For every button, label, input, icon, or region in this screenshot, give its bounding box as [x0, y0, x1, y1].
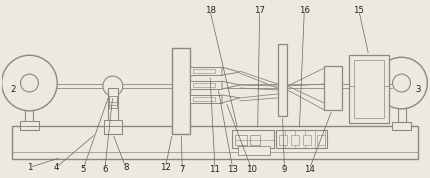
Bar: [19, 122, 39, 130]
Bar: [291, 135, 299, 145]
Circle shape: [21, 74, 38, 92]
Bar: [12, 126, 418, 159]
Circle shape: [103, 76, 123, 96]
Bar: [190, 95, 221, 103]
Text: 2: 2: [11, 85, 16, 95]
Polygon shape: [221, 67, 239, 75]
Bar: [237, 146, 269, 155]
Bar: [190, 81, 221, 89]
Text: 15: 15: [353, 6, 363, 15]
Bar: [249, 135, 259, 145]
Text: 16: 16: [298, 6, 309, 15]
Bar: [279, 135, 287, 145]
Bar: [25, 71, 34, 126]
Text: 10: 10: [246, 165, 257, 174]
Text: 7: 7: [179, 165, 184, 174]
Circle shape: [2, 55, 57, 111]
Text: 6: 6: [102, 165, 108, 174]
Circle shape: [392, 74, 409, 92]
Bar: [277, 44, 287, 116]
Circle shape: [375, 57, 426, 109]
Bar: [193, 83, 215, 87]
Bar: [109, 96, 117, 108]
Bar: [104, 120, 121, 126]
Text: 1: 1: [27, 163, 32, 172]
Bar: [190, 67, 221, 75]
Bar: [108, 88, 117, 126]
Text: 13: 13: [227, 165, 238, 174]
Bar: [323, 66, 341, 110]
Text: 4: 4: [53, 163, 59, 172]
Text: 8: 8: [123, 163, 128, 172]
Text: 3: 3: [415, 85, 420, 95]
Bar: [316, 135, 324, 145]
Bar: [391, 122, 411, 130]
Text: 17: 17: [254, 6, 264, 15]
Bar: [275, 130, 326, 148]
Bar: [353, 60, 383, 118]
Bar: [231, 130, 273, 148]
Bar: [348, 55, 388, 123]
Bar: [19, 121, 39, 126]
Bar: [104, 124, 121, 134]
Polygon shape: [221, 95, 239, 103]
Bar: [193, 69, 215, 73]
Polygon shape: [221, 81, 239, 89]
Text: 11: 11: [209, 165, 220, 174]
Bar: [193, 97, 215, 101]
Bar: [172, 48, 190, 134]
Text: 9: 9: [281, 165, 286, 174]
Text: 5: 5: [80, 165, 86, 174]
Bar: [234, 135, 246, 145]
Text: 12: 12: [160, 163, 171, 172]
Bar: [303, 135, 310, 145]
Bar: [396, 71, 405, 126]
Text: 14: 14: [303, 165, 314, 174]
Text: 18: 18: [204, 6, 215, 15]
